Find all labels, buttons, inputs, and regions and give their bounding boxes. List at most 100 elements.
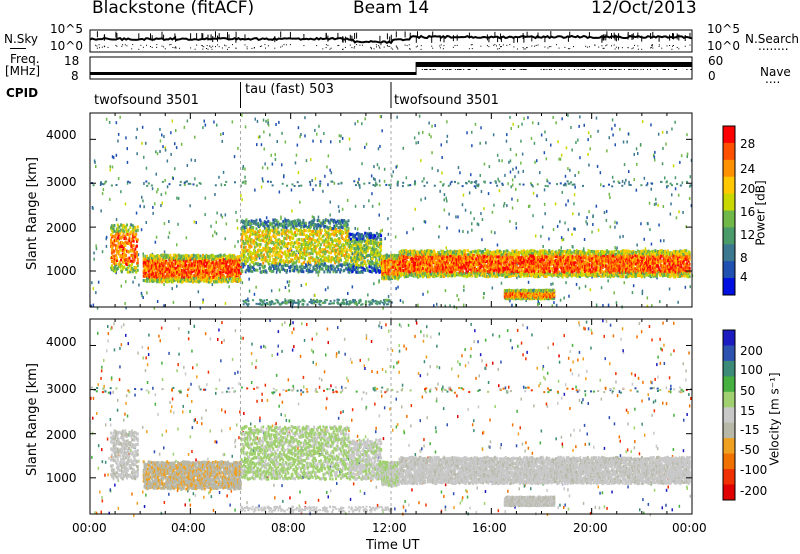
- scatter-echo: [104, 181, 106, 185]
- scatter-echo: [319, 180, 322, 183]
- scatter-echo: [571, 148, 573, 152]
- scatter-echo: [501, 182, 504, 185]
- scatter-echo: [371, 204, 374, 208]
- xtick-6: 00:00: [672, 521, 707, 535]
- xtick-3: 12:00: [372, 521, 407, 535]
- scatter-echo: [378, 166, 380, 170]
- scatter-echo: [509, 219, 511, 223]
- echo-cell: [119, 265, 122, 269]
- scatter-echo: [515, 226, 518, 230]
- power-panel: [90, 113, 694, 310]
- echo-cell: [249, 269, 252, 273]
- scatter-echo: [445, 196, 447, 200]
- scatter-echo: [689, 285, 691, 289]
- echo-cell: [329, 270, 332, 274]
- scatter-echo: [280, 217, 282, 221]
- echo-cell: [273, 244, 276, 248]
- echo-cell: [208, 266, 211, 270]
- noise-search-dot: [598, 46, 600, 48]
- echo-cell: [159, 265, 162, 269]
- scatter-echo: [187, 182, 190, 185]
- noise-search-dot: [439, 45, 441, 47]
- noise-spike: [201, 33, 203, 39]
- noise-search-label: N.Search: [745, 32, 800, 46]
- echo-cell: [279, 262, 281, 266]
- scatter-echo: [322, 189, 324, 193]
- cpid-label: CPID: [6, 86, 39, 100]
- echo-cell: [283, 225, 286, 229]
- echo-cell: [281, 242, 284, 246]
- scatter-echo: [358, 183, 361, 186]
- nave-dot: [629, 69, 631, 70]
- echo-cell: [279, 239, 281, 243]
- echo-cell: [121, 260, 124, 264]
- nave-dot: [675, 69, 677, 70]
- scatter-echo: [388, 184, 391, 187]
- echo-cell: [252, 266, 255, 270]
- scatter-echo: [666, 130, 668, 134]
- scatter-echo: [442, 184, 444, 187]
- scatter-echo: [189, 204, 191, 208]
- scatter-echo: [586, 216, 588, 220]
- scatter-echo: [533, 141, 536, 145]
- echo-cell: [178, 259, 181, 262]
- noise-spike: [678, 34, 680, 41]
- scatter-echo: [463, 303, 465, 307]
- echo-cell: [168, 273, 171, 277]
- scatter-echo: [235, 210, 237, 214]
- nave-dot: [630, 69, 632, 70]
- echo-cell: [179, 267, 182, 271]
- noise-spike: [115, 31, 117, 38]
- echo-cell: [244, 262, 247, 266]
- echo-cell: [125, 228, 128, 232]
- scatter-echo: [197, 290, 200, 294]
- scatter-echo: [428, 121, 430, 125]
- echo-cell: [274, 245, 277, 249]
- scatter-echo: [575, 282, 578, 286]
- scatter-echo: [622, 234, 624, 238]
- scatter-echo: [395, 165, 397, 169]
- scatter-echo: [574, 174, 576, 177]
- scatter-echo: [341, 207, 344, 211]
- scatter-echo: [175, 129, 177, 132]
- nave-dot: [540, 69, 542, 70]
- scatter-echo: [402, 181, 405, 184]
- velocity-cb-tick-m200: -200: [740, 484, 768, 498]
- noise-spike: [354, 33, 356, 39]
- scatter-echo: [473, 185, 476, 188]
- scatter-echo: [607, 303, 610, 307]
- scatter-echo: [215, 220, 217, 224]
- scatter-echo: [564, 221, 566, 225]
- scatter-echo: [587, 152, 589, 156]
- echo-cell: [249, 250, 252, 254]
- noise-search-dot: [373, 48, 375, 50]
- echo-cell: [329, 221, 332, 225]
- echo-cell: [198, 259, 201, 263]
- scatter-echo: [483, 180, 486, 183]
- echo-cell: [285, 270, 288, 274]
- scatter-echo: [568, 294, 570, 298]
- echo-cell: [120, 258, 123, 262]
- scatter-echo: [454, 180, 456, 183]
- noise-spike: [588, 32, 590, 39]
- noise-spike: [417, 31, 418, 38]
- echo-cell: [284, 231, 287, 235]
- scatter-echo: [136, 127, 138, 131]
- echo-cell: [320, 228, 323, 232]
- scatter-echo: [532, 121, 534, 125]
- echo-cell: [148, 275, 151, 279]
- nave-dot: [690, 69, 692, 70]
- scatter-echo: [153, 306, 156, 310]
- scatter-echo: [305, 159, 308, 163]
- echo-cell: [295, 259, 298, 263]
- echo-cell: [146, 264, 148, 268]
- echo-cell: [131, 253, 133, 257]
- scatter-echo: [281, 233, 283, 237]
- echo-cell: [118, 260, 121, 264]
- scatter-echo: [267, 180, 269, 183]
- scatter-echo: [124, 302, 126, 305]
- scatter-echo: [372, 177, 375, 181]
- scatter-echo: [446, 120, 448, 124]
- noise-spike: [602, 34, 604, 41]
- echo-cell: [275, 264, 278, 268]
